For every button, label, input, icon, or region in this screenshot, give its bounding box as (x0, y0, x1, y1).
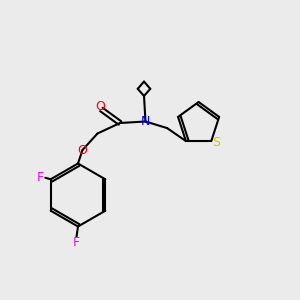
Text: O: O (95, 100, 105, 113)
Text: N: N (141, 115, 150, 128)
Text: S: S (212, 136, 220, 149)
Text: F: F (36, 171, 43, 184)
Text: O: O (78, 143, 87, 157)
Text: F: F (73, 236, 80, 249)
